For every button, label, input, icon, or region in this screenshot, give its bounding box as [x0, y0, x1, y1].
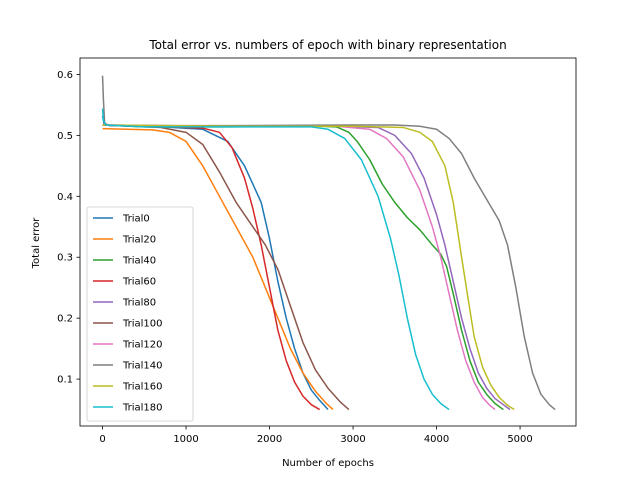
x-tick-label: 1000 — [173, 434, 198, 445]
legend-label-trial20: Trial20 — [122, 235, 156, 246]
x-axis-label: Number of epochs — [282, 458, 374, 469]
legend-label-trial160: Trial160 — [122, 382, 163, 393]
x-tick-label: 0 — [99, 434, 105, 445]
y-tick-label: 0.4 — [57, 192, 73, 203]
series-line-trial180 — [101, 108, 450, 411]
y-tick-label: 0.1 — [57, 375, 73, 386]
legend-label-trial80: Trial80 — [122, 298, 156, 309]
plot-frame — [79, 57, 577, 427]
series-line-trial120 — [102, 124, 496, 411]
series-line-trial20 — [102, 127, 334, 411]
x-tick-label: 4000 — [424, 434, 449, 445]
series-line-trial160 — [102, 124, 515, 411]
legend-label-trial100: Trial100 — [122, 319, 163, 330]
legend-label-trial140: Trial140 — [122, 361, 163, 372]
x-tick-label: 5000 — [507, 434, 532, 445]
series-line-trial100 — [102, 124, 350, 411]
y-tick-label: 0.6 — [57, 70, 73, 81]
legend-label-trial180: Trial180 — [122, 403, 163, 414]
legend-label-trial0: Trial0 — [122, 214, 150, 225]
y-tick-label: 0.3 — [57, 253, 73, 264]
y-tick-label: 0.5 — [57, 131, 73, 142]
x-tick-label: 2000 — [257, 434, 282, 445]
y-tick-label: 0.2 — [57, 314, 73, 325]
legend-box — [86, 206, 194, 422]
series-line-trial60 — [102, 124, 321, 411]
legend-label-trial60: Trial60 — [122, 277, 156, 288]
y-axis-label: Total error — [31, 217, 42, 270]
legend-label-trial120: Trial120 — [122, 340, 163, 351]
legend-label-trial40: Trial40 — [122, 256, 156, 267]
chart-title: Total error vs. numbers of epoch with bi… — [148, 38, 506, 52]
legend: Trial0 Trial20 Trial40 Trial60 Trial80 Trial1… — [86, 206, 194, 422]
x-tick-label: 3000 — [340, 434, 365, 445]
